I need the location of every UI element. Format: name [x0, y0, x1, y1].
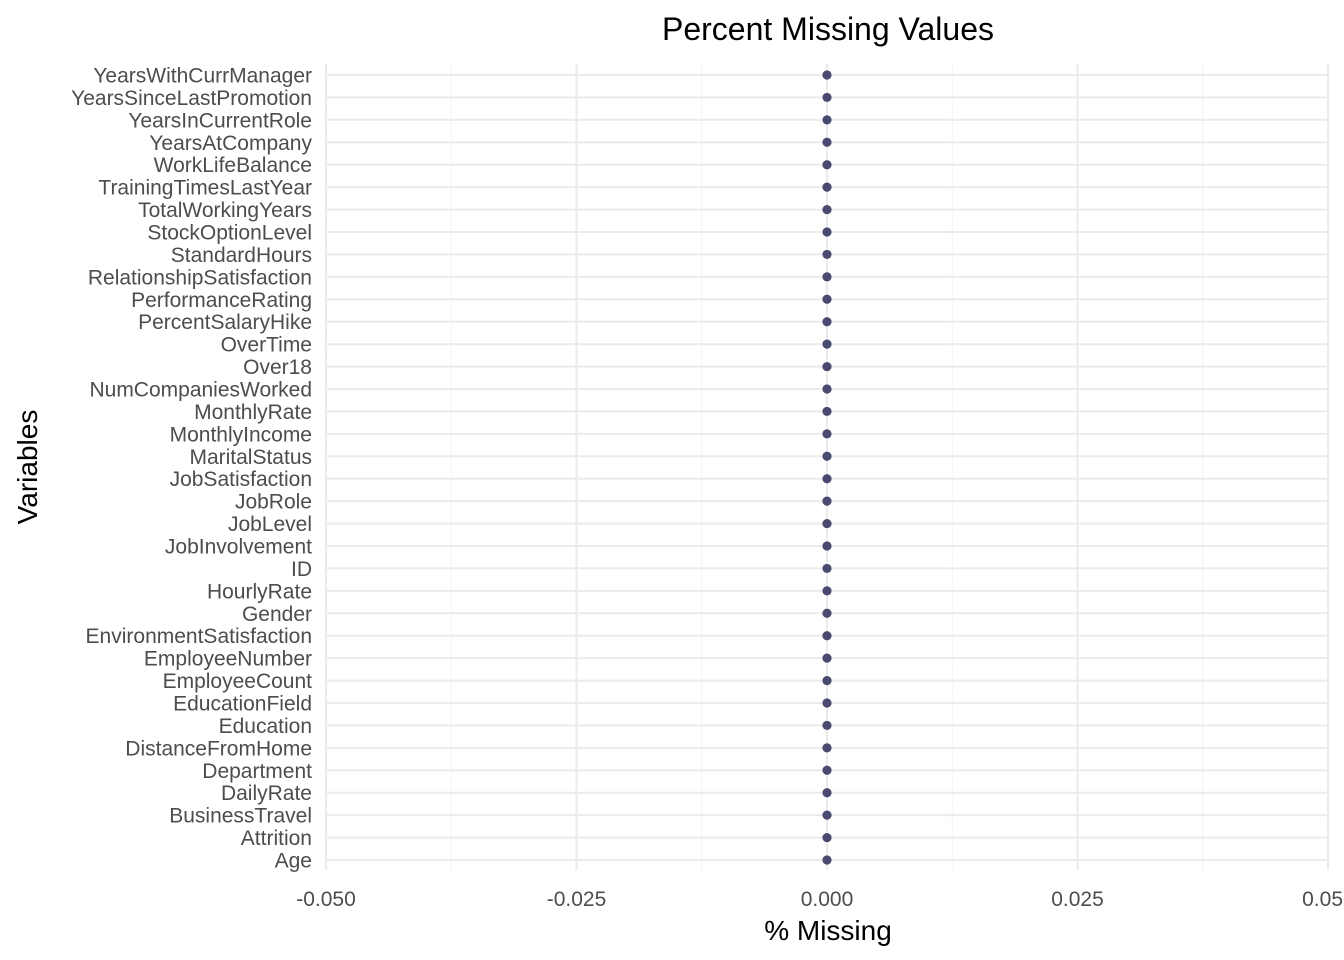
data-point — [822, 317, 832, 327]
x-tick-label: -0.025 — [547, 888, 607, 911]
data-point — [822, 586, 832, 596]
y-tick-label: StockOptionLevel — [147, 222, 312, 245]
data-point — [822, 339, 832, 349]
x-axis-title: % Missing — [764, 915, 892, 946]
y-tick-label: MonthlyIncome — [170, 423, 312, 446]
data-point — [822, 720, 832, 731]
data-point — [822, 810, 832, 820]
y-axis-title: Variables — [12, 410, 43, 525]
points-layer — [822, 70, 832, 865]
data-point — [822, 541, 832, 551]
data-point — [822, 429, 832, 439]
data-point — [822, 137, 832, 147]
data-point — [822, 496, 832, 506]
chart-title: Percent Missing Values — [662, 11, 994, 47]
x-tick-labels: -0.050 -0.025 0.000 0.025 0.05 — [296, 888, 1343, 911]
y-tick-label: MaritalStatus — [189, 446, 312, 469]
y-tick-label: HourlyRate — [207, 580, 312, 603]
y-tick-label: WorkLifeBalance — [154, 154, 312, 177]
x-tick-label: -0.050 — [296, 888, 356, 911]
y-tick-label: YearsAtCompany — [149, 132, 312, 155]
data-point — [822, 698, 832, 708]
data-point — [822, 653, 832, 663]
y-tick-label: RelationshipSatisfaction — [88, 266, 312, 289]
y-tick-label: StandardHours — [171, 244, 312, 267]
data-point — [822, 743, 832, 753]
y-tick-label: Attrition — [241, 827, 312, 850]
data-point — [822, 675, 832, 686]
data-point — [822, 294, 832, 304]
x-tick-label: 0.05 — [1302, 888, 1343, 911]
y-tick-label: DistanceFromHome — [125, 737, 312, 760]
y-tick-label: EmployeeCount — [163, 670, 313, 693]
data-point — [822, 788, 832, 798]
data-point — [822, 204, 832, 215]
data-point — [822, 361, 832, 372]
data-point — [822, 70, 832, 80]
data-point — [822, 563, 832, 574]
y-tick-labels: YearsWithCurrManagerYearsSinceLastPromot… — [71, 65, 312, 873]
x-tick-label: 0.000 — [801, 888, 854, 911]
data-point — [822, 451, 832, 461]
y-tick-label: Education — [219, 715, 312, 738]
y-tick-label: TrainingTimesLastYear — [98, 177, 312, 200]
y-tick-label: YearsWithCurrManager — [93, 65, 312, 88]
y-tick-label: MonthlyRate — [194, 401, 312, 424]
y-tick-label: PercentSalaryHike — [138, 311, 312, 334]
data-point — [822, 115, 832, 125]
y-tick-label: DailyRate — [221, 782, 312, 805]
data-point — [822, 182, 832, 192]
y-tick-label: NumCompaniesWorked — [89, 379, 312, 402]
y-tick-label: YearsSinceLastPromotion — [71, 87, 312, 110]
data-point — [822, 631, 832, 641]
y-tick-label: Over18 — [243, 356, 312, 379]
data-point — [822, 272, 832, 282]
data-point — [822, 518, 832, 529]
y-tick-label: Gender — [242, 603, 312, 626]
data-point — [822, 384, 832, 394]
data-point — [822, 227, 832, 237]
x-tick-label: 0.025 — [1051, 888, 1104, 911]
y-tick-label: JobSatisfaction — [170, 468, 312, 491]
y-tick-label: Department — [202, 760, 312, 783]
y-tick-label: EducationField — [173, 693, 312, 716]
y-tick-label: BusinessTravel — [169, 805, 312, 828]
y-tick-label: YearsInCurrentRole — [128, 109, 312, 132]
data-point — [822, 92, 832, 103]
data-point — [822, 160, 832, 170]
y-tick-label: JobRole — [235, 491, 312, 514]
data-point — [822, 855, 832, 865]
y-tick-label: OverTime — [221, 334, 312, 357]
y-tick-label: JobInvolvement — [165, 536, 312, 559]
y-tick-label: ID — [291, 558, 312, 581]
data-point — [822, 249, 832, 260]
data-point — [822, 765, 832, 775]
y-tick-label: EnvironmentSatisfaction — [86, 625, 312, 648]
data-point — [822, 832, 832, 843]
y-tick-label: TotalWorkingYears — [138, 199, 312, 222]
y-tick-label: JobLevel — [228, 513, 312, 536]
data-point — [822, 474, 832, 484]
y-tick-label: PerformanceRating — [131, 289, 312, 312]
data-point — [822, 608, 832, 618]
data-point — [822, 406, 832, 417]
y-tick-label: EmployeeNumber — [144, 648, 312, 671]
y-tick-label: Age — [275, 850, 312, 873]
